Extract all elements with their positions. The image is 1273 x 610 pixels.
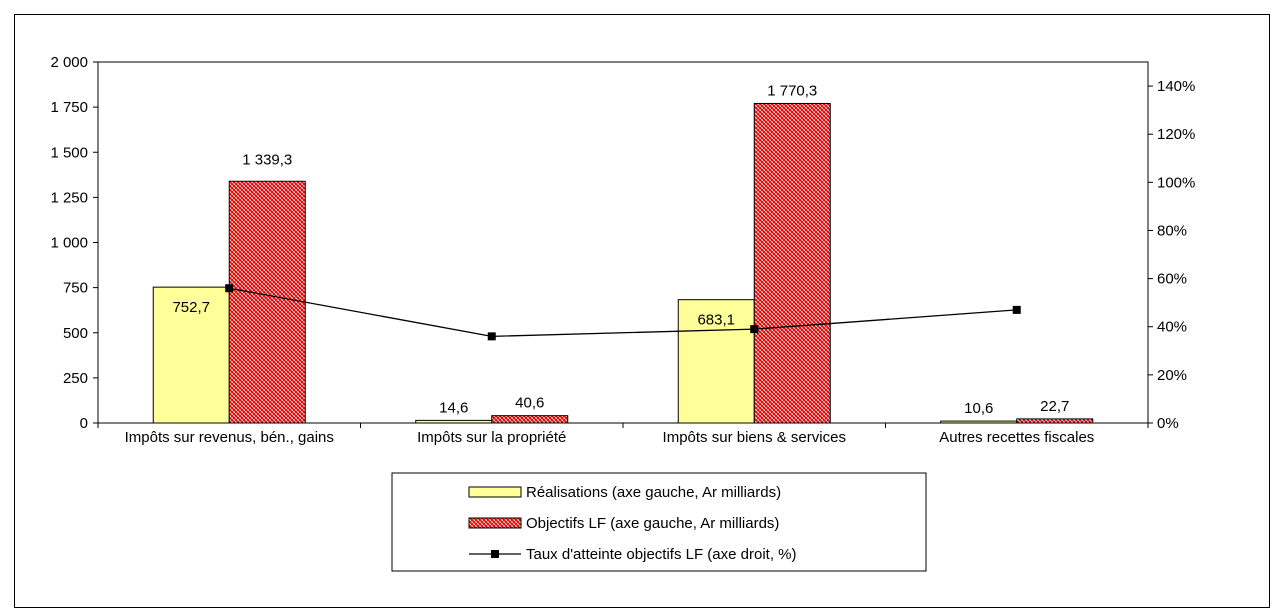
- legend-label: Réalisations (axe gauche, Ar milliards): [526, 484, 781, 501]
- line-marker: [1012, 305, 1021, 314]
- y-right-tick-label: 60%: [1157, 271, 1187, 288]
- y-right-tick-label: 0%: [1157, 415, 1179, 432]
- y-left-tick-label: 1 500: [50, 144, 88, 161]
- y-left-tick-label: 250: [63, 370, 88, 387]
- legend-swatch: [468, 517, 522, 529]
- line-marker: [225, 284, 234, 293]
- legend-marker: [491, 550, 499, 558]
- line-marker: [487, 332, 496, 341]
- y-right-tick-label: 100%: [1157, 174, 1195, 191]
- legend: Réalisations (axe gauche, Ar milliards) O…: [391, 472, 927, 572]
- y-right-tick-label: 120%: [1157, 126, 1195, 143]
- y-left-tick-label: 500: [63, 325, 88, 342]
- bar-realisations: [940, 420, 1018, 424]
- x-tick-label: Impôts sur la propriété: [417, 429, 566, 446]
- y-left-tick-label: 0: [80, 415, 88, 432]
- y-left-tick-label: 2 000: [50, 54, 88, 71]
- bar-realisations: [415, 419, 493, 424]
- bar-objectifs: [753, 102, 831, 424]
- bar-realisations: [152, 286, 230, 424]
- y-left-tick-label: 1 250: [50, 189, 88, 206]
- x-tick-label: Impôts sur revenus, bén., gains: [125, 429, 334, 446]
- bar-objectifs: [1016, 418, 1094, 424]
- data-label: 10,6: [964, 400, 993, 417]
- legend-swatch: [468, 486, 522, 498]
- y-right-tick-label: 80%: [1157, 222, 1187, 239]
- y-right-tick-label: 20%: [1157, 367, 1187, 384]
- legend-label: Taux d'atteinte objectifs LF (axe droit,…: [526, 546, 797, 563]
- bar-objectifs: [228, 180, 306, 424]
- line-taux: [229, 287, 1017, 338]
- y-right-tick-label: 140%: [1157, 78, 1195, 95]
- y-left-tick-label: 750: [63, 280, 88, 297]
- data-label: 14,6: [439, 399, 468, 416]
- data-label: 22,7: [1040, 398, 1069, 415]
- data-label: 683,1: [697, 312, 735, 329]
- bar-objectifs: [491, 415, 569, 424]
- data-label: 40,6: [515, 395, 544, 412]
- line-marker: [750, 325, 759, 334]
- data-label: 1 770,3: [767, 82, 817, 99]
- y-left-tick-label: 1 000: [50, 235, 88, 252]
- bar-realisations: [677, 299, 755, 424]
- legend-label: Objectifs LF (axe gauche, Ar milliards): [526, 515, 779, 532]
- data-label: 752,7: [172, 299, 210, 316]
- y-left-tick-label: 1 750: [50, 99, 88, 116]
- x-tick-label: Autres recettes fiscales: [939, 429, 1094, 446]
- data-label: 1 339,3: [242, 151, 292, 168]
- y-right-tick-label: 40%: [1157, 319, 1187, 336]
- x-tick-label: Impôts sur biens & services: [663, 429, 846, 446]
